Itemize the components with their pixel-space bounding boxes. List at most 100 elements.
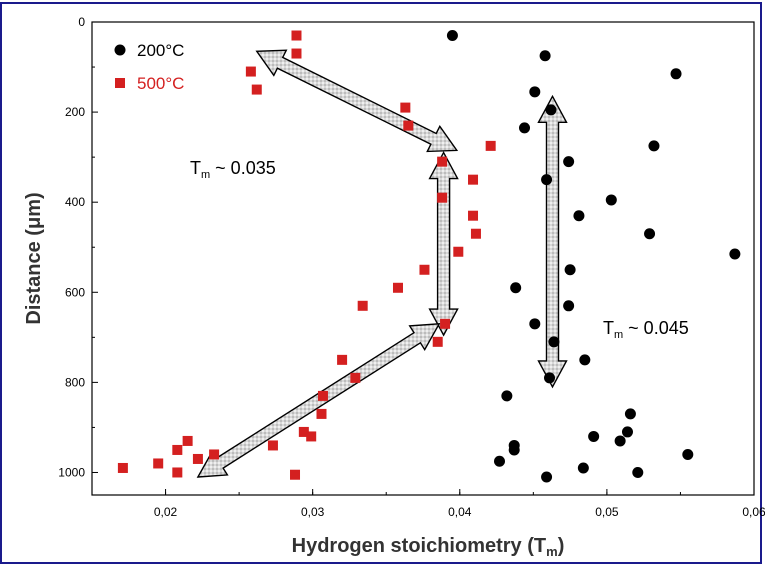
point-500c [432, 336, 443, 347]
point-500c [419, 264, 430, 275]
point-500c [350, 372, 361, 383]
point-200c [605, 194, 617, 206]
plot-area [91, 21, 755, 496]
x-tick-label: 0,02 [154, 505, 178, 519]
point-200c [519, 122, 531, 134]
point-200c [614, 435, 626, 447]
point-200c [501, 390, 513, 402]
legend-marker-500c [115, 78, 125, 88]
point-500c [437, 156, 448, 167]
legend: 200°C 500°C [114, 41, 184, 93]
point-200c [729, 248, 741, 260]
annotation-tm-035: Tm ~ 0.035 [190, 158, 276, 181]
point-200c [548, 336, 560, 348]
double-arrow-3 [537, 94, 568, 389]
point-500c [192, 453, 203, 464]
y-tick-label: 800 [65, 375, 85, 389]
x-tick-label: 0,03 [301, 505, 325, 519]
annotation-tm-035-value: ~ 0.035 [210, 158, 276, 178]
point-500c [182, 435, 193, 446]
y-tick-label: 600 [65, 285, 85, 299]
axis-tick-labels: 0,02 0,03 0,04 0,05 0,06 0 200 400 600 800 1000 [58, 15, 765, 519]
data-points [117, 30, 741, 483]
point-200c [564, 264, 576, 276]
point-200c [541, 471, 553, 483]
x-axis-title-sub: m [546, 544, 558, 559]
point-500c [245, 66, 256, 77]
y-tick-label: 1000 [58, 465, 85, 479]
point-500c [453, 246, 464, 257]
annotation-tm-045-sub: m [614, 329, 623, 341]
point-500c [291, 30, 302, 41]
x-axis-title-text: Hydrogen stoichiometry (T [292, 535, 546, 557]
point-500c [251, 84, 262, 95]
point-200c [577, 462, 589, 474]
annotation-tm-035-sub: m [201, 169, 210, 181]
point-500c [172, 467, 183, 478]
point-200c [508, 444, 520, 456]
point-200c [682, 448, 694, 460]
point-200c [588, 430, 600, 442]
annotation-tm-045-symbol: T [603, 318, 614, 338]
point-500c [403, 120, 414, 131]
x-axis-title-close: ) [558, 535, 565, 557]
annotation-tm-045-value: ~ 0.045 [623, 318, 689, 338]
point-200c [670, 68, 682, 80]
point-200c [648, 140, 660, 152]
point-200c [446, 30, 458, 42]
point-500c [117, 462, 128, 473]
annotation-tm-035-symbol: T [190, 158, 201, 178]
double-arrow-1 [428, 151, 459, 337]
point-200c [493, 455, 505, 467]
point-500c [400, 102, 411, 113]
point-200c [632, 466, 644, 478]
point-500c [298, 426, 309, 437]
legend-label-200c: 200°C [137, 41, 184, 60]
x-axis-title: Hydrogen stoichiometry (Tm) [292, 535, 565, 559]
point-500c [437, 192, 448, 203]
point-200c [510, 282, 522, 294]
annotation-tm-045: Tm ~ 0.045 [603, 318, 689, 341]
point-200c [544, 372, 556, 384]
y-tick-label: 200 [65, 105, 85, 119]
point-500c [468, 174, 479, 185]
point-500c [468, 210, 479, 221]
point-200c [644, 228, 656, 240]
point-200c [621, 426, 633, 438]
point-500c [357, 300, 368, 311]
y-tick-label: 0 [78, 15, 85, 29]
point-200c [529, 318, 541, 330]
x-tick-label: 0,05 [595, 505, 619, 519]
point-500c [172, 444, 183, 455]
point-200c [579, 354, 591, 366]
point-200c [545, 104, 557, 116]
point-500c [316, 408, 327, 419]
point-200c [539, 50, 551, 62]
point-200c [624, 408, 636, 420]
axis-ticks [91, 21, 755, 495]
x-tick-label: 0,06 [742, 505, 765, 519]
legend-marker-200c [114, 44, 126, 56]
point-500c [291, 48, 302, 59]
point-500c [306, 431, 317, 442]
y-tick-label: 400 [65, 195, 85, 209]
point-200c [529, 86, 541, 98]
point-200c [563, 156, 575, 168]
y-axis-title: Distance (μm) [23, 192, 45, 324]
point-500c [290, 469, 301, 480]
point-200c [541, 174, 553, 186]
point-500c [209, 449, 220, 460]
point-500c [392, 282, 403, 293]
point-500c [485, 140, 496, 151]
point-500c [317, 390, 328, 401]
point-500c [440, 318, 451, 329]
x-tick-label: 0,04 [448, 505, 472, 519]
point-500c [470, 228, 481, 239]
point-500c [267, 440, 278, 451]
point-200c [573, 210, 585, 222]
point-200c [563, 300, 575, 312]
point-500c [337, 354, 348, 365]
point-500c [153, 458, 164, 469]
